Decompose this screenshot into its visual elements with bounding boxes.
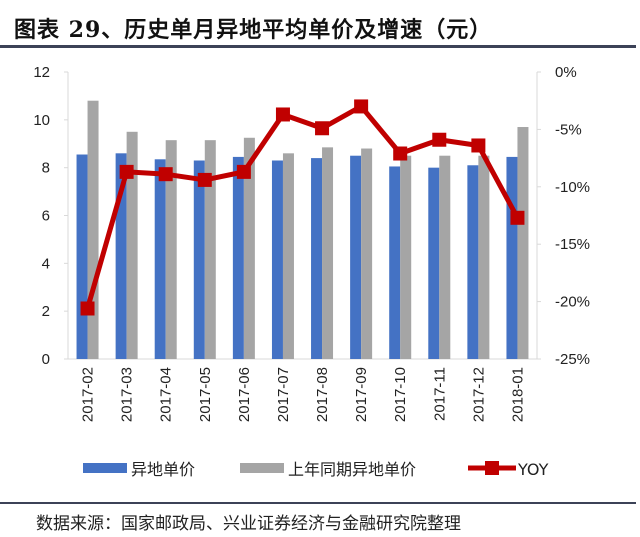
chart-title: 图表 29、历史单月异地平均单价及增速（元） bbox=[14, 17, 493, 43]
bar-prior-year bbox=[87, 100, 99, 359]
x-tick-label: 2018-01 bbox=[509, 367, 526, 422]
source-note: 数据来源：国家邮政局、兴业证券经济与金融研究院整理 bbox=[36, 514, 461, 534]
legend-marker-yoy bbox=[485, 461, 499, 475]
legend-label-prior-year: 上年同期异地单价 bbox=[288, 460, 416, 479]
yoy-marker bbox=[354, 99, 369, 114]
x-tick-label: 2017-07 bbox=[275, 367, 292, 422]
title-divider bbox=[0, 45, 636, 48]
yoy-marker bbox=[510, 210, 525, 225]
left-tick-label: 10 bbox=[33, 112, 50, 129]
bar-current bbox=[350, 155, 362, 359]
left-tick-label: 12 bbox=[33, 64, 50, 81]
right-tick-label: -25% bbox=[555, 351, 590, 368]
left-tick-label: 6 bbox=[42, 208, 50, 225]
bar-prior-year bbox=[243, 137, 255, 359]
bar-prior-year bbox=[478, 155, 490, 359]
bar-prior-year bbox=[204, 140, 216, 359]
yoy-marker bbox=[393, 146, 408, 161]
bar-prior-year bbox=[282, 153, 294, 359]
x-tick-label: 2017-10 bbox=[392, 367, 409, 422]
bar-current bbox=[76, 154, 88, 359]
right-tick-label: 0% bbox=[555, 64, 577, 81]
bar-current bbox=[271, 160, 283, 359]
right-tick-label: -5% bbox=[555, 121, 582, 138]
left-tick-label: 8 bbox=[42, 160, 50, 177]
yoy-marker bbox=[158, 167, 173, 182]
right-tick-label: -20% bbox=[555, 294, 590, 311]
right-tick-label: -15% bbox=[555, 236, 590, 253]
bar-current bbox=[193, 160, 205, 359]
x-tick-label: 2017-08 bbox=[314, 367, 331, 422]
yoy-marker bbox=[119, 164, 134, 179]
bar-prior-year bbox=[361, 148, 373, 359]
bar-prior-year bbox=[400, 155, 412, 359]
legend-swatch-current bbox=[83, 463, 127, 473]
legend-label-current: 异地单价 bbox=[131, 460, 195, 479]
yoy-marker bbox=[315, 121, 330, 136]
source-divider bbox=[0, 502, 636, 504]
bar-prior-year bbox=[322, 147, 334, 359]
bar-current bbox=[506, 156, 518, 359]
yoy-marker bbox=[197, 172, 212, 187]
bar-prior-year bbox=[439, 155, 451, 359]
x-tick-label: 2017-09 bbox=[353, 367, 370, 422]
x-tick-label: 2017-11 bbox=[431, 367, 448, 421]
x-tick-label: 2017-04 bbox=[158, 367, 175, 422]
yoy-marker bbox=[275, 107, 290, 122]
bar-current bbox=[311, 158, 323, 359]
x-tick-label: 2017-06 bbox=[236, 367, 253, 422]
legend-swatch-prior-year bbox=[240, 463, 284, 473]
left-tick-label: 2 bbox=[42, 303, 50, 320]
x-tick-label: 2017-03 bbox=[119, 367, 136, 422]
yoy-line bbox=[85, 103, 520, 310]
left-tick-label: 0 bbox=[42, 351, 50, 368]
x-tick-label: 2017-05 bbox=[197, 367, 214, 422]
yoy-marker bbox=[471, 138, 486, 153]
x-tick-label: 2017-02 bbox=[80, 367, 97, 422]
bar-prior-year bbox=[165, 140, 177, 359]
bar-current bbox=[115, 153, 127, 359]
left-tick-label: 4 bbox=[42, 255, 50, 272]
bar-prior-year bbox=[517, 127, 529, 359]
x-tick-label: 2017-12 bbox=[470, 367, 487, 422]
legend-label-yoy: YOY bbox=[517, 460, 549, 479]
bar-current bbox=[154, 159, 166, 359]
yoy-marker bbox=[80, 301, 95, 316]
yoy-marker bbox=[432, 132, 447, 147]
bar-current bbox=[232, 156, 244, 359]
bar-current bbox=[389, 166, 401, 359]
bar-current bbox=[467, 165, 479, 359]
yoy-marker bbox=[236, 164, 251, 179]
bar-prior-year bbox=[126, 131, 138, 359]
bar-current bbox=[428, 167, 440, 359]
right-tick-label: -10% bbox=[555, 179, 590, 196]
